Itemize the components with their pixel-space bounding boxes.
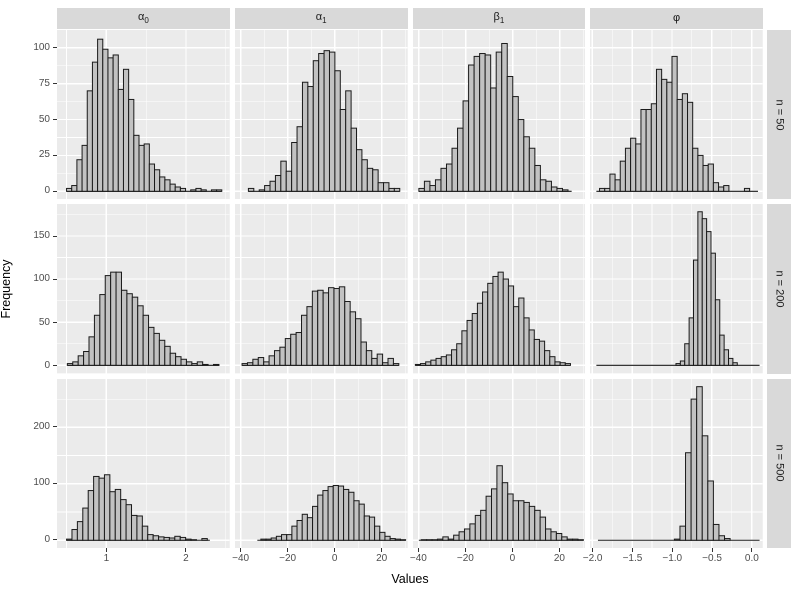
y-tick-label: 150: [33, 230, 50, 242]
x-tick-mark: [511, 548, 513, 552]
histogram-bars: [599, 55, 751, 192]
histogram-bars: [260, 484, 406, 541]
y-tick-mark: [53, 83, 57, 85]
y-tick-label: 100: [33, 273, 50, 285]
y-axis-title: Frequency: [0, 259, 13, 319]
y-tick-mark: [53, 539, 57, 541]
y-tick-mark: [53, 278, 57, 280]
x-tick-label: 0: [509, 553, 516, 564]
y-tick-label: 0: [44, 185, 50, 197]
x-tick-mark: [334, 548, 336, 552]
x-tick-mark: [240, 548, 242, 552]
y-tick-label: 25: [38, 149, 50, 161]
facet-panel-r2c1: [234, 378, 408, 548]
histogram-bars: [417, 42, 569, 192]
facet-col-label: β1: [493, 10, 505, 26]
x-tick-mark: [558, 548, 560, 552]
x-tick-label: 20: [376, 553, 388, 564]
facet-panel-r1c2: [412, 204, 586, 374]
facet-panel-r2c2: [412, 378, 586, 548]
histogram-bars: [414, 271, 571, 367]
histogram-bars: [675, 211, 739, 367]
x-tick-label: 1: [103, 553, 110, 564]
y-tick-mark: [53, 426, 57, 428]
y-tick-mark: [53, 190, 57, 192]
histogram-bars: [420, 464, 584, 541]
histogram-bars: [241, 286, 400, 367]
x-tick-label: 0.0: [744, 553, 759, 564]
y-tick-label: 0: [44, 533, 50, 545]
x-tick-mark: [185, 548, 187, 552]
y-tick-mark: [53, 322, 57, 323]
facet-strip-row-2: n = 500: [767, 378, 791, 548]
y-tick-label: 50: [38, 316, 50, 328]
y-tick-label: 100: [33, 477, 50, 489]
facet-panel-r0c0: [57, 30, 230, 200]
facet-row-label: n = 50: [773, 99, 786, 131]
x-tick-label: −20: [456, 553, 474, 564]
x-tick-mark: [671, 548, 673, 552]
x-tick-label: −2.0: [582, 553, 603, 564]
y-tick-label: 75: [38, 77, 50, 89]
x-tick-mark: [631, 548, 633, 552]
facet-row-label: n = 200: [773, 270, 786, 308]
facet-panel-r0c3: [590, 30, 763, 200]
y-tick-mark: [53, 119, 57, 121]
facet-panel-r1c1: [234, 204, 408, 374]
facet-col-label: φ: [673, 12, 681, 24]
x-axis-title: Values: [391, 572, 429, 586]
x-tick-mark: [464, 548, 466, 552]
facet-panel-r0c2: [412, 30, 586, 200]
x-tick-label: −1.5: [622, 553, 643, 564]
x-tick-label: −0.5: [702, 553, 722, 564]
x-tick-mark: [287, 548, 289, 552]
facet-strip-col-3: φ: [590, 8, 763, 29]
x-tick-label: −20: [279, 553, 297, 564]
facet-row-label: n = 500: [773, 444, 786, 482]
y-tick-label: 50: [38, 113, 50, 125]
x-tick-mark: [711, 548, 713, 552]
y-tick-mark: [53, 235, 57, 237]
y-tick-mark: [53, 154, 57, 156]
x-tick-label: −40: [232, 553, 250, 564]
facet-panel-r0c1: [234, 30, 408, 200]
x-tick-mark: [417, 548, 419, 552]
facet-strip-col-0: α0: [57, 8, 230, 29]
y-tick-label: 200: [33, 420, 50, 432]
x-tick-label: 20: [553, 553, 565, 564]
y-tick-mark: [53, 47, 57, 49]
x-tick-mark: [592, 548, 594, 552]
facet-panel-r2c0: [57, 378, 230, 548]
x-tick-mark: [105, 548, 107, 552]
histogram-bars: [66, 38, 223, 192]
histogram-bars: [674, 385, 731, 541]
x-tick-mark: [381, 548, 383, 552]
facet-strip-row-0: n = 50: [767, 30, 791, 200]
facet-panel-r1c0: [57, 204, 230, 374]
histogram-bars: [247, 50, 401, 192]
facet-strip-col-2: β1: [412, 8, 586, 29]
histogram-bars: [66, 271, 220, 367]
facet-panel-r1c3: [590, 204, 763, 374]
histogram-bars: [66, 473, 208, 541]
facet-panel-r2c3: [590, 378, 763, 548]
facet-col-label: α1: [315, 10, 327, 26]
x-tick-label: −1.0: [662, 553, 683, 564]
y-tick-label: 0: [44, 359, 50, 371]
x-tick-label: 2: [183, 553, 189, 564]
x-tick-mark: [751, 548, 753, 552]
facet-strip-row-1: n = 200: [767, 204, 791, 374]
y-tick-mark: [53, 365, 57, 367]
y-tick-label: 100: [33, 41, 50, 53]
x-tick-label: 0: [331, 553, 338, 564]
x-tick-label: −40: [409, 553, 427, 564]
facet-strip-col-1: α1: [234, 8, 408, 29]
facet-col-label: α0: [137, 10, 149, 26]
y-tick-mark: [53, 482, 57, 484]
